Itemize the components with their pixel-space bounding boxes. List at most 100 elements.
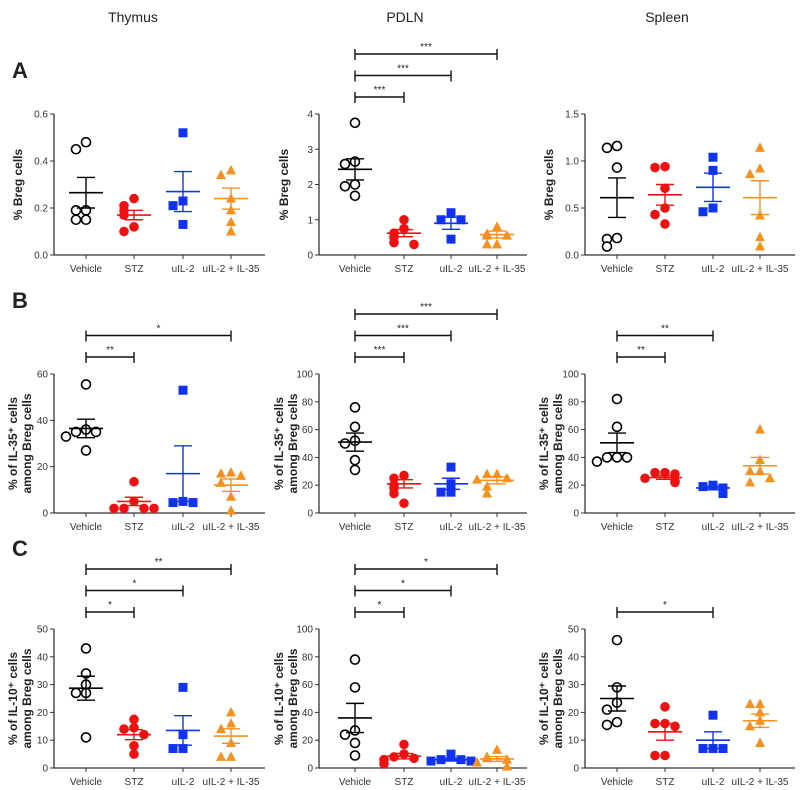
data-point-stz bbox=[399, 223, 409, 234]
panel-c-thymus: 0 10 20 30 40 50 % of IL-10⁺ cells among Breg c… bbox=[6, 557, 265, 788]
data-point-vehicle bbox=[339, 180, 351, 192]
data-point-stz bbox=[660, 161, 670, 172]
significance-label: *** bbox=[420, 42, 432, 53]
y-tick-label: 4 bbox=[307, 110, 313, 121]
data-point-uil-2-il-35 bbox=[502, 761, 512, 771]
data-point-uil-2 bbox=[188, 498, 198, 508]
data-point-stz bbox=[399, 498, 409, 509]
data-point-uil-2 bbox=[446, 487, 456, 497]
data-point-vehicle bbox=[601, 241, 613, 252]
y-tick-label: 20 bbox=[37, 462, 49, 473]
x-tick-label: Vehicle bbox=[339, 777, 372, 788]
y-tick-label: 0.5 bbox=[565, 204, 579, 215]
data-point-stz bbox=[389, 473, 399, 484]
data-point-uil-2 bbox=[436, 215, 446, 225]
x-tick-label: uIL-2 bbox=[172, 264, 195, 275]
y-tick-label: 60 bbox=[37, 370, 49, 381]
data-point-vehicle bbox=[90, 426, 102, 438]
data-point-vehicle bbox=[611, 162, 623, 173]
panel-c-spleen: 0 10 20 30 40 50 % of IL-10⁺ cells among Breg c… bbox=[537, 600, 795, 788]
data-point-uil-2 bbox=[178, 385, 188, 395]
data-point-uil-2-il-35 bbox=[482, 238, 492, 249]
data-point-uil-2 bbox=[466, 756, 476, 766]
data-point-uil-2-il-35 bbox=[765, 472, 775, 483]
y-tick-label: 10 bbox=[37, 736, 49, 747]
data-point-uil-2-il-35 bbox=[755, 698, 765, 709]
data-point-uil-2 bbox=[708, 203, 718, 213]
data-point-uil-2 bbox=[708, 480, 718, 490]
y-tick-label: 2 bbox=[307, 180, 313, 191]
y-axis-label: % Breg cells bbox=[11, 148, 25, 220]
y-tick-label: 1.5 bbox=[565, 110, 579, 121]
significance-label: *** bbox=[374, 345, 386, 356]
data-point-vehicle bbox=[349, 402, 361, 413]
data-point-stz bbox=[129, 193, 139, 204]
data-point-vehicle bbox=[80, 643, 92, 654]
data-point-uil-2-il-35 bbox=[472, 474, 482, 484]
row-letter-b: B bbox=[12, 288, 28, 313]
panel-b-spleen: 0 20 40 60 80 100 % of IL-35⁺ cells among Breg … bbox=[537, 324, 795, 533]
y-axis-label: among Breg cells bbox=[20, 648, 34, 748]
data-point-uil-2 bbox=[426, 756, 436, 766]
data-point-stz bbox=[129, 714, 139, 725]
data-point-uil-2-il-35 bbox=[745, 720, 755, 731]
data-point-uil-2 bbox=[718, 744, 728, 754]
data-point-stz bbox=[129, 749, 139, 759]
significance-label: * bbox=[401, 579, 405, 590]
x-tick-label: STZ bbox=[125, 777, 144, 788]
y-tick-label: 50 bbox=[568, 625, 580, 636]
panel-a-thymus: 0.0 0.2 0.4 0.6 % Breg cells Vehicle STZ uIL-2 u… bbox=[11, 110, 265, 275]
y-axis-label: among Breg cells bbox=[551, 648, 565, 748]
data-point-uil-2-il-35 bbox=[226, 751, 236, 761]
data-point-vehicle bbox=[611, 393, 623, 405]
data-point-stz bbox=[650, 750, 660, 761]
data-point-vehicle bbox=[611, 140, 623, 152]
data-point-uil-2 bbox=[178, 219, 188, 229]
y-tick-label: 20 bbox=[302, 736, 314, 747]
data-point-uil-2-il-35 bbox=[226, 505, 236, 515]
x-tick-label: uIL-2 bbox=[702, 264, 725, 275]
data-point-vehicle bbox=[349, 179, 361, 190]
data-point-uil-2-il-35 bbox=[755, 231, 765, 242]
x-tick-label: uIL-2 + IL-35 bbox=[732, 522, 789, 533]
x-tick-label: STZ bbox=[395, 264, 414, 275]
y-tick-label: 100 bbox=[296, 370, 313, 381]
data-point-uil-2-il-35 bbox=[226, 718, 236, 728]
data-point-vehicle bbox=[339, 438, 351, 449]
y-tick-label: 0.0 bbox=[34, 251, 48, 262]
data-point-vehicle bbox=[349, 682, 361, 693]
y-axis-label: % of IL-10⁺ cells bbox=[272, 652, 286, 745]
data-point-uil-2 bbox=[446, 208, 456, 218]
x-tick-label: STZ bbox=[125, 264, 144, 275]
y-tick-label: 60 bbox=[302, 680, 314, 691]
data-point-uil-2-il-35 bbox=[492, 468, 502, 479]
significance-label: ** bbox=[661, 324, 669, 335]
data-point-vehicle bbox=[611, 452, 623, 463]
data-point-vehicle bbox=[611, 421, 623, 433]
data-point-uil-2-il-35 bbox=[226, 491, 236, 501]
data-point-uil-2-il-35 bbox=[755, 424, 765, 434]
y-tick-label: 80 bbox=[302, 397, 314, 408]
y-axis-label: % of IL-35⁺ cells bbox=[272, 397, 286, 490]
x-tick-label: uIL-2 bbox=[440, 777, 463, 788]
x-tick-label: uIL-2 bbox=[172, 777, 195, 788]
data-point-stz bbox=[660, 702, 670, 712]
data-point-vehicle bbox=[80, 136, 92, 148]
data-point-uil-2-il-35 bbox=[472, 756, 482, 767]
y-axis-label: % Breg cells bbox=[277, 148, 291, 220]
data-point-vehicle bbox=[60, 431, 72, 442]
x-tick-label: Vehicle bbox=[70, 777, 103, 788]
data-point-vehicle bbox=[349, 737, 361, 749]
data-point-uil-2-il-35 bbox=[492, 221, 502, 231]
data-point-stz bbox=[650, 162, 660, 173]
y-tick-label: 100 bbox=[562, 370, 579, 381]
x-tick-label: Vehicle bbox=[601, 264, 634, 275]
y-tick-label: 20 bbox=[302, 481, 314, 492]
data-point-stz bbox=[660, 219, 670, 229]
data-point-uil-2-il-35 bbox=[226, 466, 236, 477]
data-point-stz bbox=[399, 470, 409, 481]
column-title-pdln: PDLN bbox=[386, 9, 423, 25]
data-point-uil-2 bbox=[178, 744, 188, 754]
data-point-uil-2 bbox=[708, 152, 718, 162]
data-point-vehicle bbox=[349, 654, 361, 665]
